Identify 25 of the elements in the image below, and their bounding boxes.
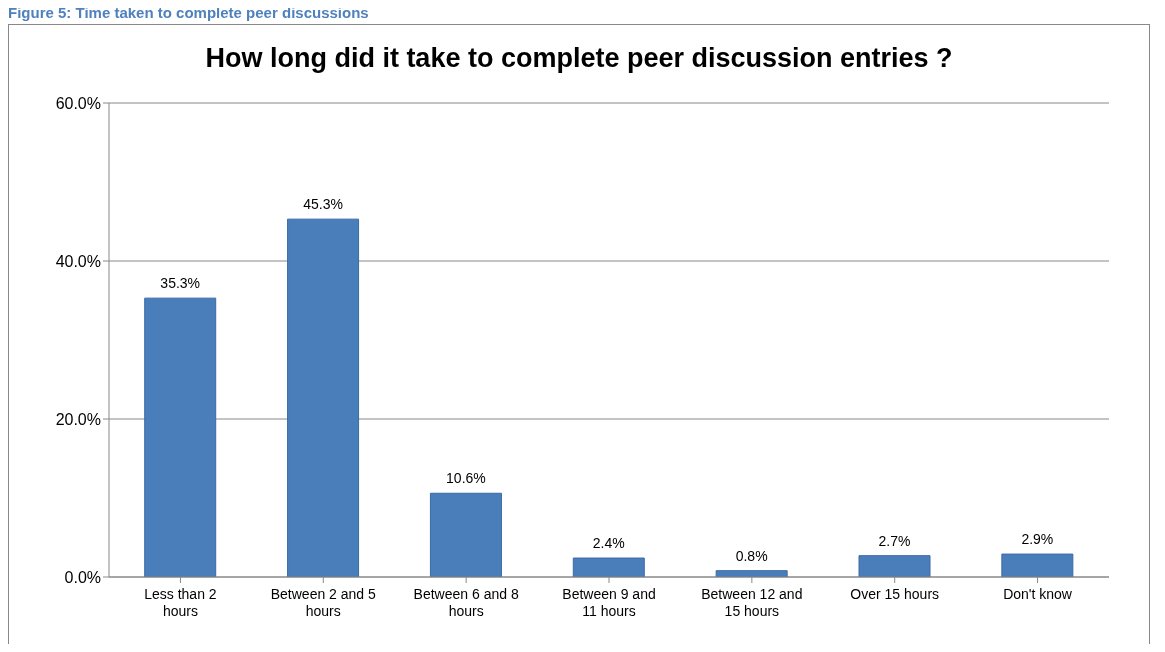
x-tick-label: Between 9 and 11 hours [562, 586, 656, 619]
x-tick-label: Over 15 hours [850, 586, 940, 602]
y-tick-label: 60.0% [55, 94, 101, 112]
chart-title: How long did it take to complete peer discussion entries ? [204, 43, 954, 75]
x-tick-label: Between 12 and 15 hours [701, 586, 803, 619]
bar [858, 555, 931, 577]
bar [572, 557, 645, 577]
y-tick-label: 20.0% [55, 410, 101, 428]
data-label: 35.3% [160, 275, 201, 292]
x-tick-label: Don't know [1003, 586, 1073, 602]
bar [287, 218, 360, 577]
y-tick-label: 0.0% [64, 568, 101, 586]
x-tick-label: Between 6 and 8 hours [413, 586, 519, 619]
x-tick-label: Less than 2 hours [144, 586, 217, 619]
data-label: 10.6% [446, 470, 486, 487]
data-label: 2.9% [1021, 531, 1054, 548]
data-label: 2.7% [878, 532, 911, 549]
bar [1001, 553, 1074, 577]
data-label: 2.4% [592, 535, 625, 552]
data-label: 0.8% [735, 547, 768, 564]
bar [144, 297, 217, 577]
bar [429, 492, 502, 577]
x-tick-label: Between 2 and 5 hours [270, 586, 377, 619]
data-label: 45.3% [303, 196, 343, 213]
y-tick-label: 40.0% [55, 252, 101, 270]
